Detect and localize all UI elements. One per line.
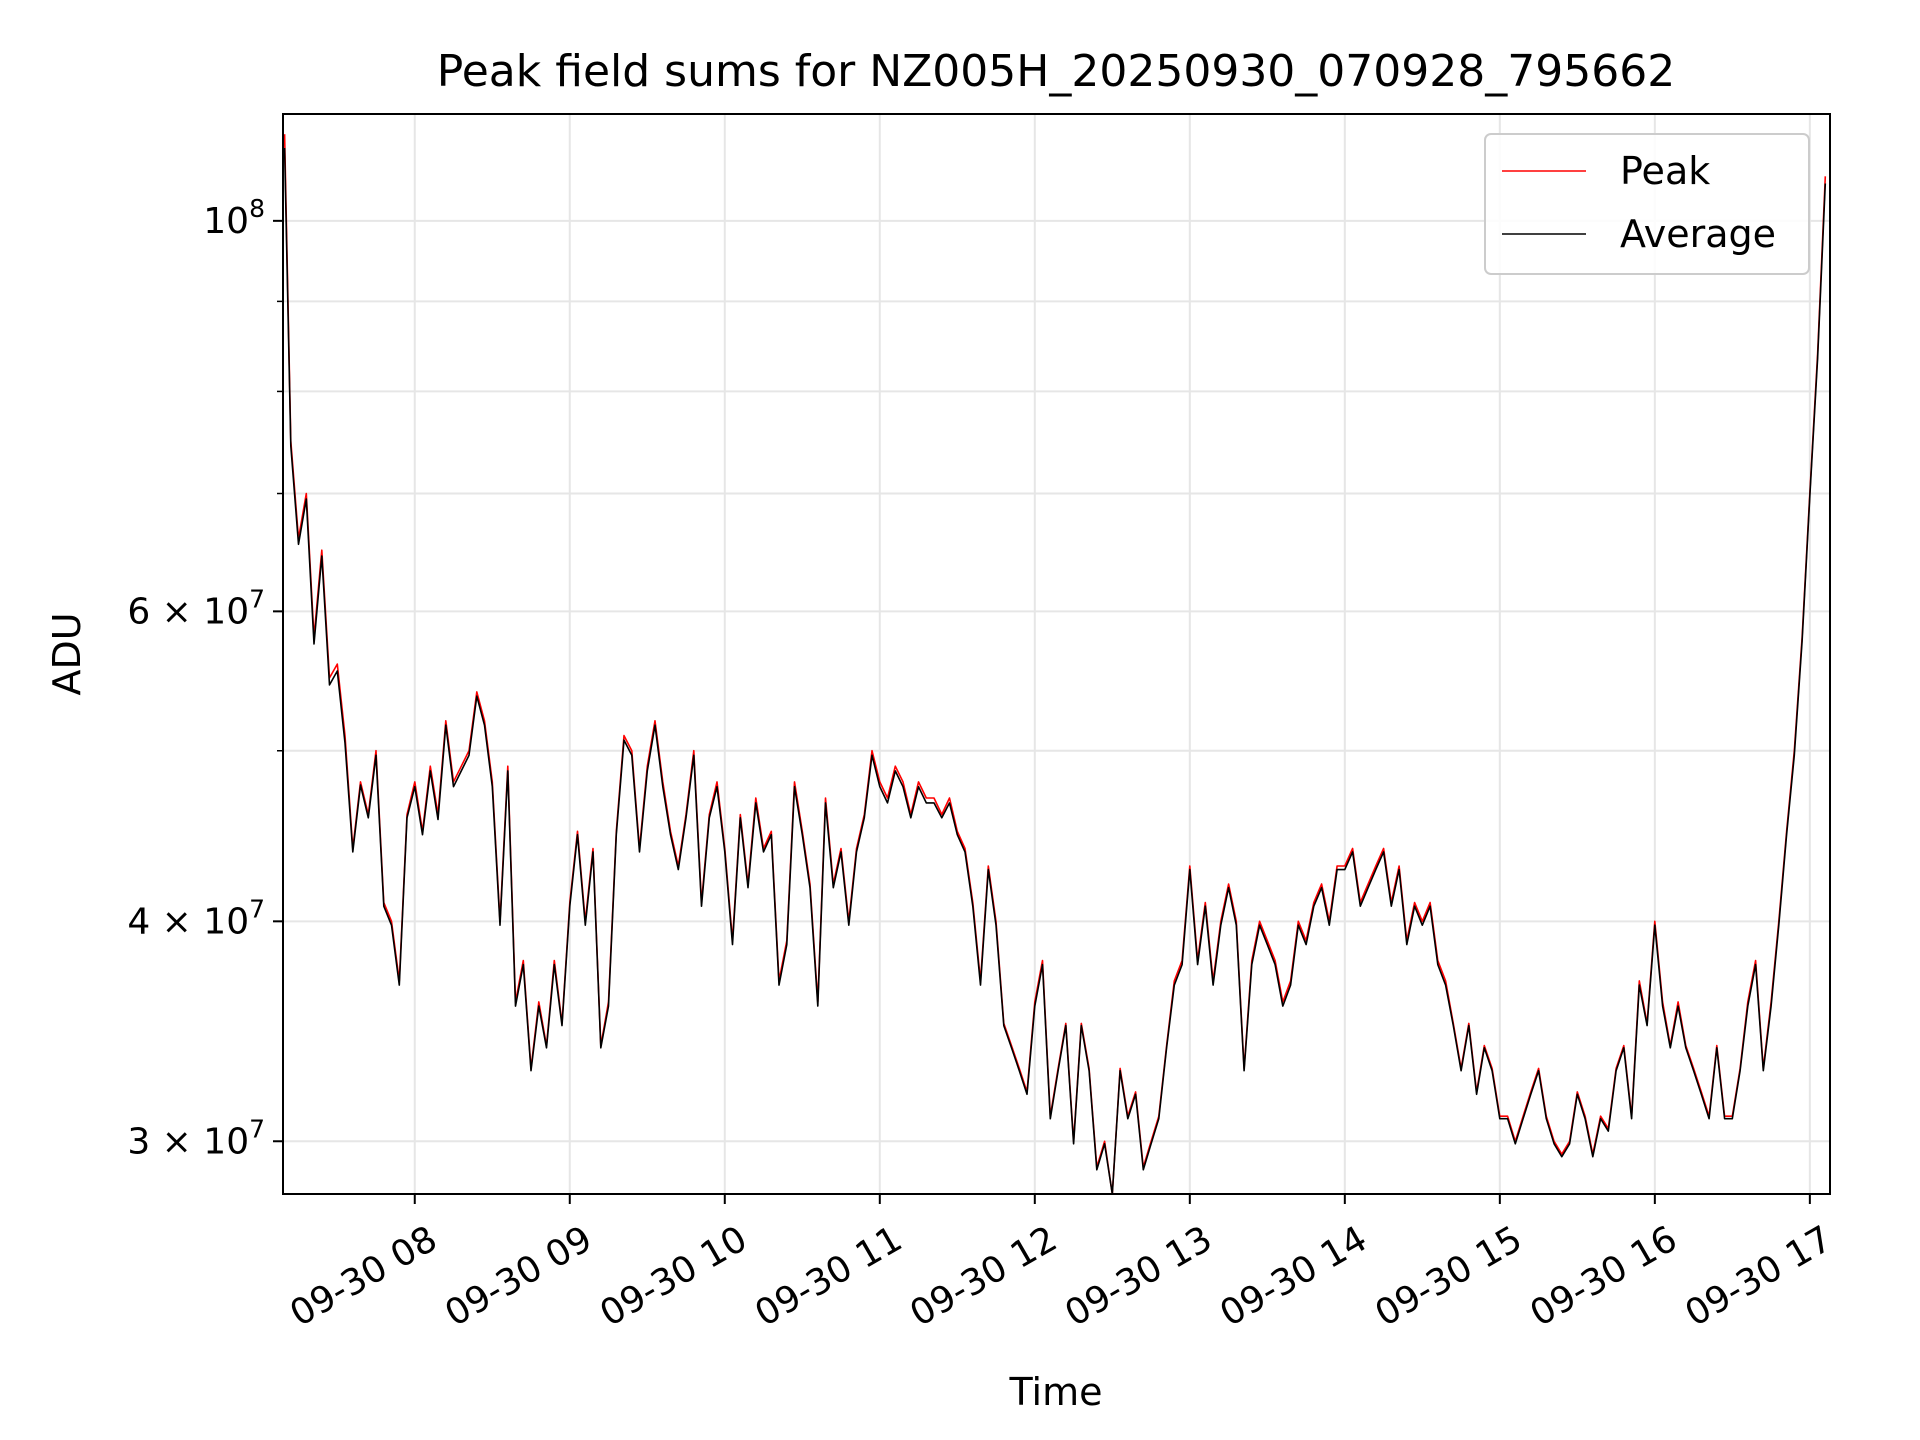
svg-text:3 × 107: 3 × 107 <box>127 1114 265 1162</box>
y-tick-exponent: 7 <box>249 584 265 613</box>
y-tick-label: 3 × 107 <box>127 1114 265 1162</box>
y-axis-label: ADU <box>45 612 89 695</box>
svg-text:108: 108 <box>203 194 265 242</box>
legend: Peak Average <box>1484 133 1810 275</box>
y-tick-label: 4 × 107 <box>127 894 265 942</box>
y-tick-base: 6 × 10 <box>127 591 249 632</box>
y-tick-base: 4 × 10 <box>127 901 249 942</box>
y-tick-exponent: 8 <box>249 194 265 223</box>
svg-text:6 × 107: 6 × 107 <box>127 584 265 632</box>
svg-text:4 × 107: 4 × 107 <box>127 894 265 942</box>
legend-average-label: Average <box>1620 212 1776 256</box>
y-tick-base: 3 × 10 <box>127 1121 249 1162</box>
y-tick-label: 108 <box>203 194 265 242</box>
legend-box <box>1484 133 1810 275</box>
chart-title: Peak field sums for NZ005H_20250930_0709… <box>437 46 1675 97</box>
series-layer <box>283 134 1827 1195</box>
axes-frame <box>282 113 1831 1195</box>
y-tick-exponent: 7 <box>249 894 265 923</box>
y-tick-label: 6 × 107 <box>127 584 265 632</box>
x-axis-label: Time <box>1009 1370 1103 1414</box>
y-tick-exponent: 7 <box>249 1114 265 1143</box>
legend-peak-label: Peak <box>1620 149 1710 193</box>
series-line-average <box>283 147 1827 1195</box>
y-tick-base: 10 <box>203 201 249 242</box>
